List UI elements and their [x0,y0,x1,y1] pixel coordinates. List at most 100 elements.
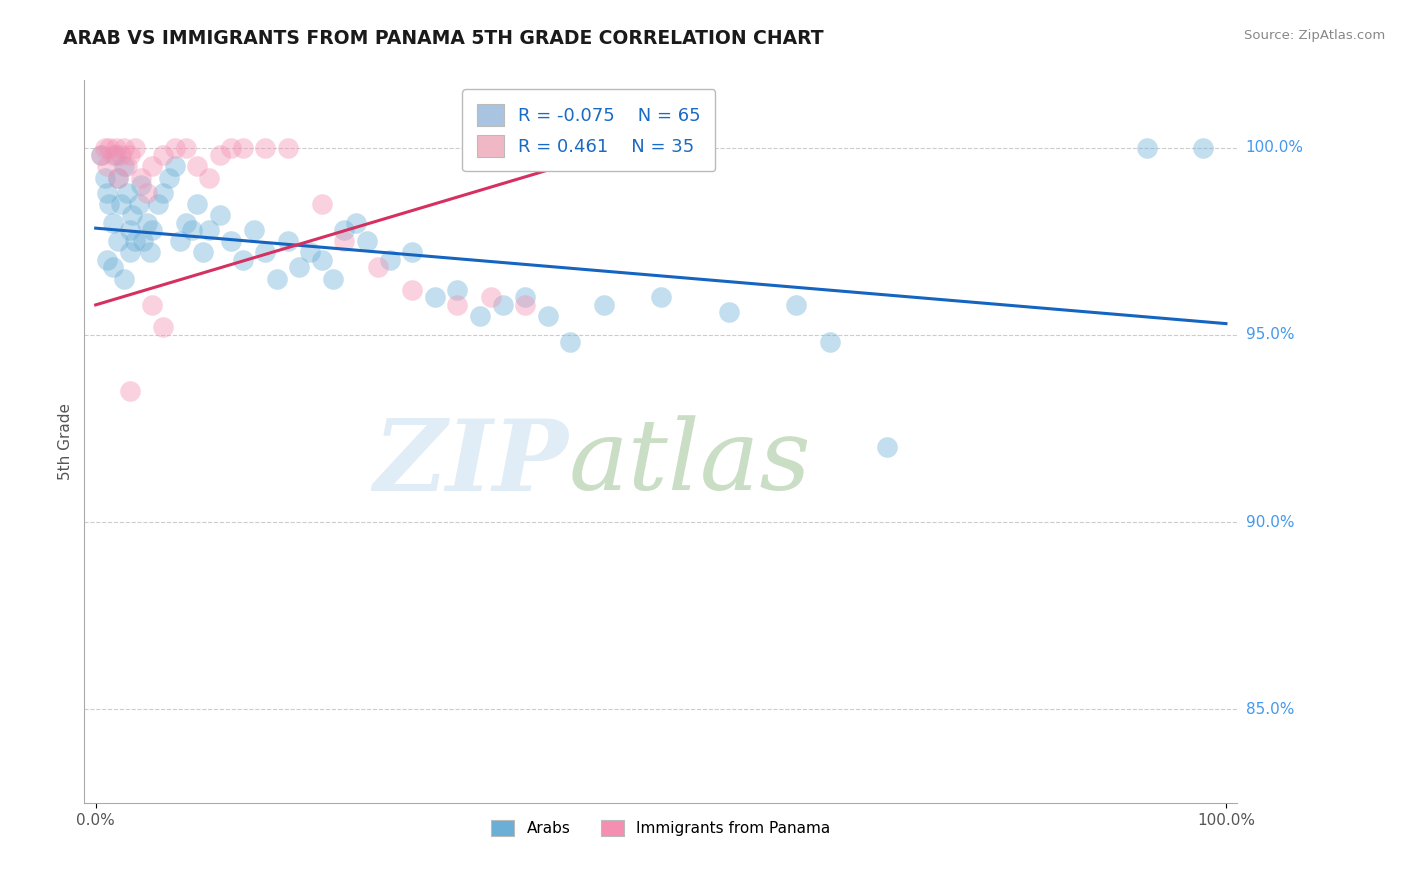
Point [152,148,174,162]
Point [146,196,169,211]
Text: ZIP: ZIP [374,415,568,511]
Point [593,298,616,312]
Y-axis label: 5th Grade: 5th Grade [58,403,73,480]
Text: 95.0%: 95.0% [1246,327,1294,343]
Point [163,160,186,174]
Point [174,141,197,155]
Point [423,290,446,304]
Point [107,170,129,185]
Point [491,298,513,312]
Text: Source: ZipAtlas.com: Source: ZipAtlas.com [1244,29,1385,42]
Point [141,223,163,237]
Point [322,271,344,285]
Point [96,160,118,174]
Point [93,170,115,185]
Point [105,148,128,162]
Point [1136,141,1159,155]
Point [132,234,155,248]
Point [112,160,135,174]
Point [243,223,266,237]
Point [101,148,124,162]
Point [107,234,129,248]
Point [650,290,672,304]
Point [96,186,118,200]
Legend: Arabs, Immigrants from Panama: Arabs, Immigrants from Panama [485,814,837,842]
Point [254,141,277,155]
Text: 85.0%: 85.0% [1246,702,1294,716]
Point [1192,141,1215,155]
Point [118,223,141,237]
Point [101,215,124,229]
Text: ARAB VS IMMIGRANTS FROM PANAMA 5TH GRADE CORRELATION CHART: ARAB VS IMMIGRANTS FROM PANAMA 5TH GRADE… [63,29,824,47]
Point [197,170,219,185]
Point [468,309,491,323]
Point [820,335,842,350]
Point [117,160,139,174]
Point [139,245,162,260]
Point [221,234,243,248]
Point [152,320,174,334]
Point [208,148,231,162]
Point [333,223,356,237]
Point [311,196,333,211]
Point [401,283,423,297]
Point [163,141,186,155]
Point [311,252,333,267]
Point [96,252,118,267]
Point [124,234,146,248]
Point [135,186,157,200]
Point [266,271,288,285]
Point [446,283,468,297]
Point [333,234,356,248]
Point [110,196,132,211]
Point [112,141,135,155]
Point [401,245,423,260]
Point [141,160,163,174]
Text: 90.0%: 90.0% [1246,515,1294,530]
Point [356,234,378,248]
Point [717,305,740,319]
Point [254,245,277,260]
Point [277,141,299,155]
Point [299,245,322,260]
Point [479,290,502,304]
Point [288,260,311,275]
Point [112,271,135,285]
Point [876,440,898,454]
Point [344,215,367,229]
Point [105,141,128,155]
Point [277,234,299,248]
Point [221,141,243,155]
Point [152,186,174,200]
Point [785,298,807,312]
Point [180,223,202,237]
Point [367,260,389,275]
Point [129,170,152,185]
Point [90,148,112,162]
Point [107,170,129,185]
Point [118,148,141,162]
Point [124,141,146,155]
Point [232,141,254,155]
Point [129,178,152,193]
Point [174,215,197,229]
Point [135,215,157,229]
Point [186,196,208,211]
Point [169,234,191,248]
Point [110,148,132,162]
Point [515,290,537,304]
Text: 100.0%: 100.0% [1246,140,1303,155]
Point [117,186,139,200]
Text: atlas: atlas [568,416,811,511]
Point [90,148,112,162]
Point [98,141,121,155]
Point [378,252,401,267]
Point [208,208,231,222]
Point [98,196,121,211]
Point [191,245,214,260]
Point [118,384,141,398]
Point [560,335,582,350]
Point [197,223,219,237]
Point [537,309,560,323]
Point [186,160,208,174]
